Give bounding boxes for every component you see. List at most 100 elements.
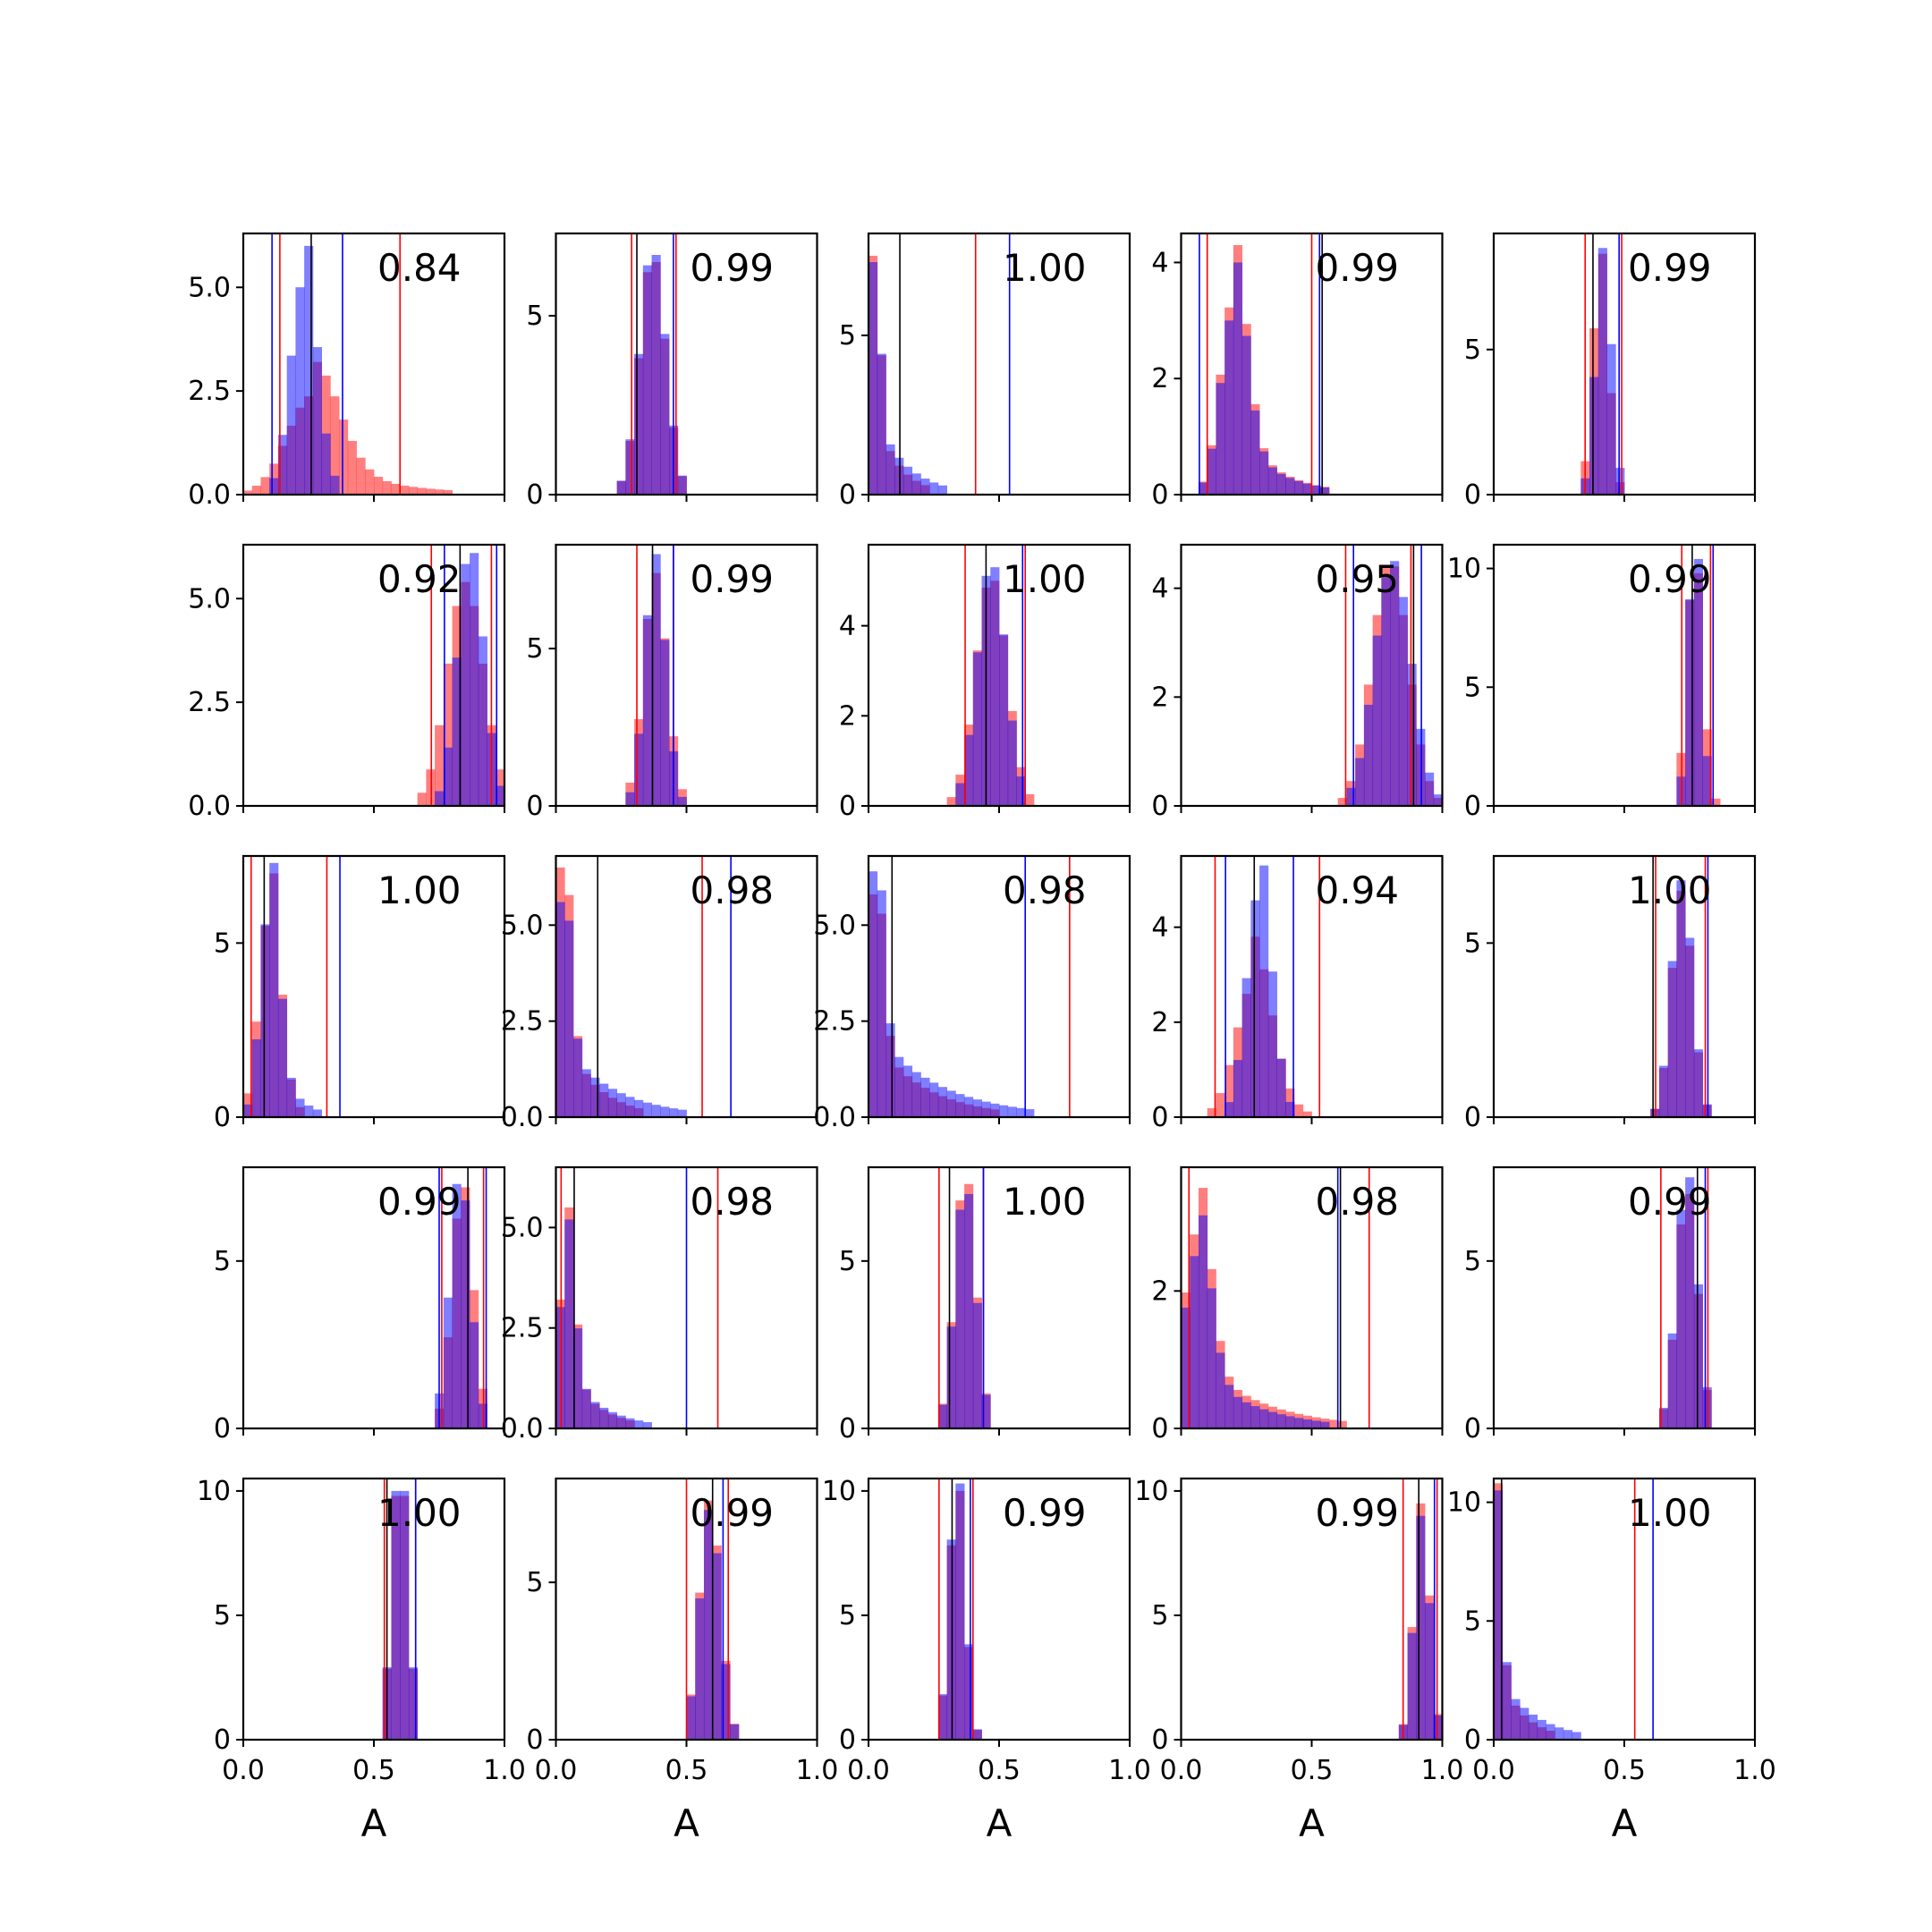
- y-tick-label: 0: [1464, 1413, 1481, 1445]
- blue-hist-bar: [1676, 1209, 1686, 1428]
- y-tick-label: 5: [1464, 335, 1481, 366]
- blue-hist-bar: [1207, 1288, 1216, 1428]
- blue-hist-bar: [625, 792, 635, 806]
- y-tick-label: 10: [197, 1476, 231, 1507]
- blue-hist-bar: [1702, 756, 1712, 806]
- score-annotation: 0.99: [691, 246, 775, 290]
- y-tick-label: 5: [526, 633, 543, 665]
- red-hist-bar: [382, 480, 392, 495]
- red-hist-bar: [1337, 1420, 1347, 1428]
- blue-hist-bar: [391, 1490, 401, 1740]
- blue-hist-bar: [642, 1421, 652, 1428]
- red-hist-bar: [1711, 798, 1721, 806]
- y-tick-label: 0: [214, 1724, 231, 1756]
- blue-hist-bar: [894, 1056, 904, 1117]
- blue-hist-bar: [1224, 1385, 1234, 1428]
- red-hist-bar: [365, 469, 375, 495]
- blue-hist-bar: [470, 553, 479, 806]
- blue-hist-bar: [869, 262, 878, 495]
- panel-4: 0 2 4 0.99: [1151, 232, 1444, 511]
- x-tick-label: 0.5: [352, 1755, 395, 1786]
- blue-hist-bar: [572, 1328, 583, 1428]
- axes-frame: [555, 543, 818, 808]
- panel-2: 050.99: [526, 232, 818, 511]
- blue-hist-bar: [911, 473, 921, 495]
- blue-hist-bar: [937, 485, 947, 495]
- blue-hist-bar: [920, 479, 930, 495]
- red-hist-bar: [374, 477, 384, 495]
- blue-hist-bar: [642, 265, 652, 495]
- blue-hist-bar: [634, 353, 644, 495]
- blue-hist-bar: [286, 355, 296, 495]
- red-hist-bar: [347, 440, 357, 495]
- blue-hist-bar: [581, 1069, 591, 1117]
- blue-hist-bar: [972, 1099, 982, 1117]
- y-tick-label: 0: [839, 1724, 856, 1756]
- y-tick-label: 0: [1151, 791, 1168, 822]
- axes-frame: [1180, 854, 1444, 1119]
- blue-hist-bar: [1494, 1490, 1504, 1740]
- blue-hist-bar: [304, 1106, 314, 1117]
- panel-3: 051.00: [839, 232, 1131, 511]
- blue-hist-bar: [312, 347, 322, 495]
- panel-22: 0 5 0.0 0.5 1.0 0.99 A: [526, 1477, 838, 1845]
- y-tick-label: 2.5: [188, 376, 231, 407]
- x-tick-label: 0.5: [1291, 1755, 1334, 1786]
- blue-hist-bar: [964, 734, 974, 806]
- score-annotation: 0.94: [1316, 869, 1400, 912]
- panel-18: 051.00: [839, 1165, 1131, 1445]
- score-annotation: 1.00: [1628, 1491, 1712, 1535]
- score-annotation: 1.00: [377, 869, 462, 912]
- y-tick-label: 2.5: [501, 1006, 544, 1038]
- blue-hist-bar: [972, 652, 982, 806]
- score-annotation: 0.98: [1003, 869, 1087, 912]
- blue-hist-bar: [1285, 1101, 1295, 1117]
- red-hist-bar: [417, 792, 427, 806]
- blue-hist-bar: [304, 245, 314, 495]
- score-annotation: 0.99: [1628, 246, 1712, 290]
- blue-hist-bar: [435, 791, 445, 806]
- blue-hist-bar: [607, 1411, 618, 1428]
- blue-hist-bar: [642, 1102, 652, 1117]
- blue-hist-bar: [1302, 1419, 1312, 1428]
- blue-hist-bar: [1597, 248, 1607, 495]
- blue-hist-bar: [400, 1490, 410, 1740]
- panel-23: 0 5 10 0.0 0.5 1.0 0.99 A: [822, 1476, 1151, 1845]
- blue-hist-bar: [660, 640, 670, 806]
- blue-hist-bar: [1425, 1603, 1435, 1740]
- blue-hist-bar: [1216, 383, 1225, 495]
- blue-hist-bar: [496, 785, 504, 806]
- y-tick-label: 5: [214, 1246, 231, 1277]
- score-annotation: 0.92: [377, 557, 462, 601]
- y-tick-label: 5: [526, 301, 543, 332]
- blue-hist-bar: [955, 1094, 965, 1117]
- x-axis-label: A: [674, 1801, 699, 1845]
- blue-hist-bar: [902, 466, 913, 495]
- blue-hist-bar: [312, 1109, 322, 1117]
- red-hist-bar: [1302, 1111, 1312, 1117]
- red-hist-bar: [417, 487, 427, 495]
- blue-hist-bar: [1433, 794, 1443, 806]
- y-tick-label: 5: [839, 1600, 856, 1631]
- blue-hist-bar: [1259, 865, 1269, 1117]
- y-tick-label: 0: [526, 1724, 543, 1756]
- red-hist-bar: [443, 489, 453, 495]
- blue-hist-bar: [1363, 704, 1374, 806]
- panel-11: 051.00: [214, 854, 506, 1133]
- blue-hist-bar: [625, 1097, 635, 1117]
- blue-hist-bar: [695, 1598, 705, 1740]
- x-axis-label: A: [1612, 1801, 1638, 1845]
- blue-hist-bar: [1216, 1352, 1225, 1428]
- score-annotation: 0.99: [377, 1180, 462, 1224]
- blue-hist-bar: [243, 1104, 253, 1117]
- blue-hist-bar: [1233, 1396, 1243, 1428]
- blue-hist-bar: [1241, 1402, 1251, 1428]
- y-tick-label: 4: [1151, 573, 1168, 605]
- red-hist-bar: [435, 489, 445, 495]
- red-hist-bar: [260, 477, 270, 495]
- blue-hist-bar: [1546, 1724, 1555, 1740]
- blue-hist-bar: [730, 1724, 740, 1740]
- red-hist-bar: [946, 797, 956, 806]
- blue-hist-bar: [1658, 1065, 1669, 1117]
